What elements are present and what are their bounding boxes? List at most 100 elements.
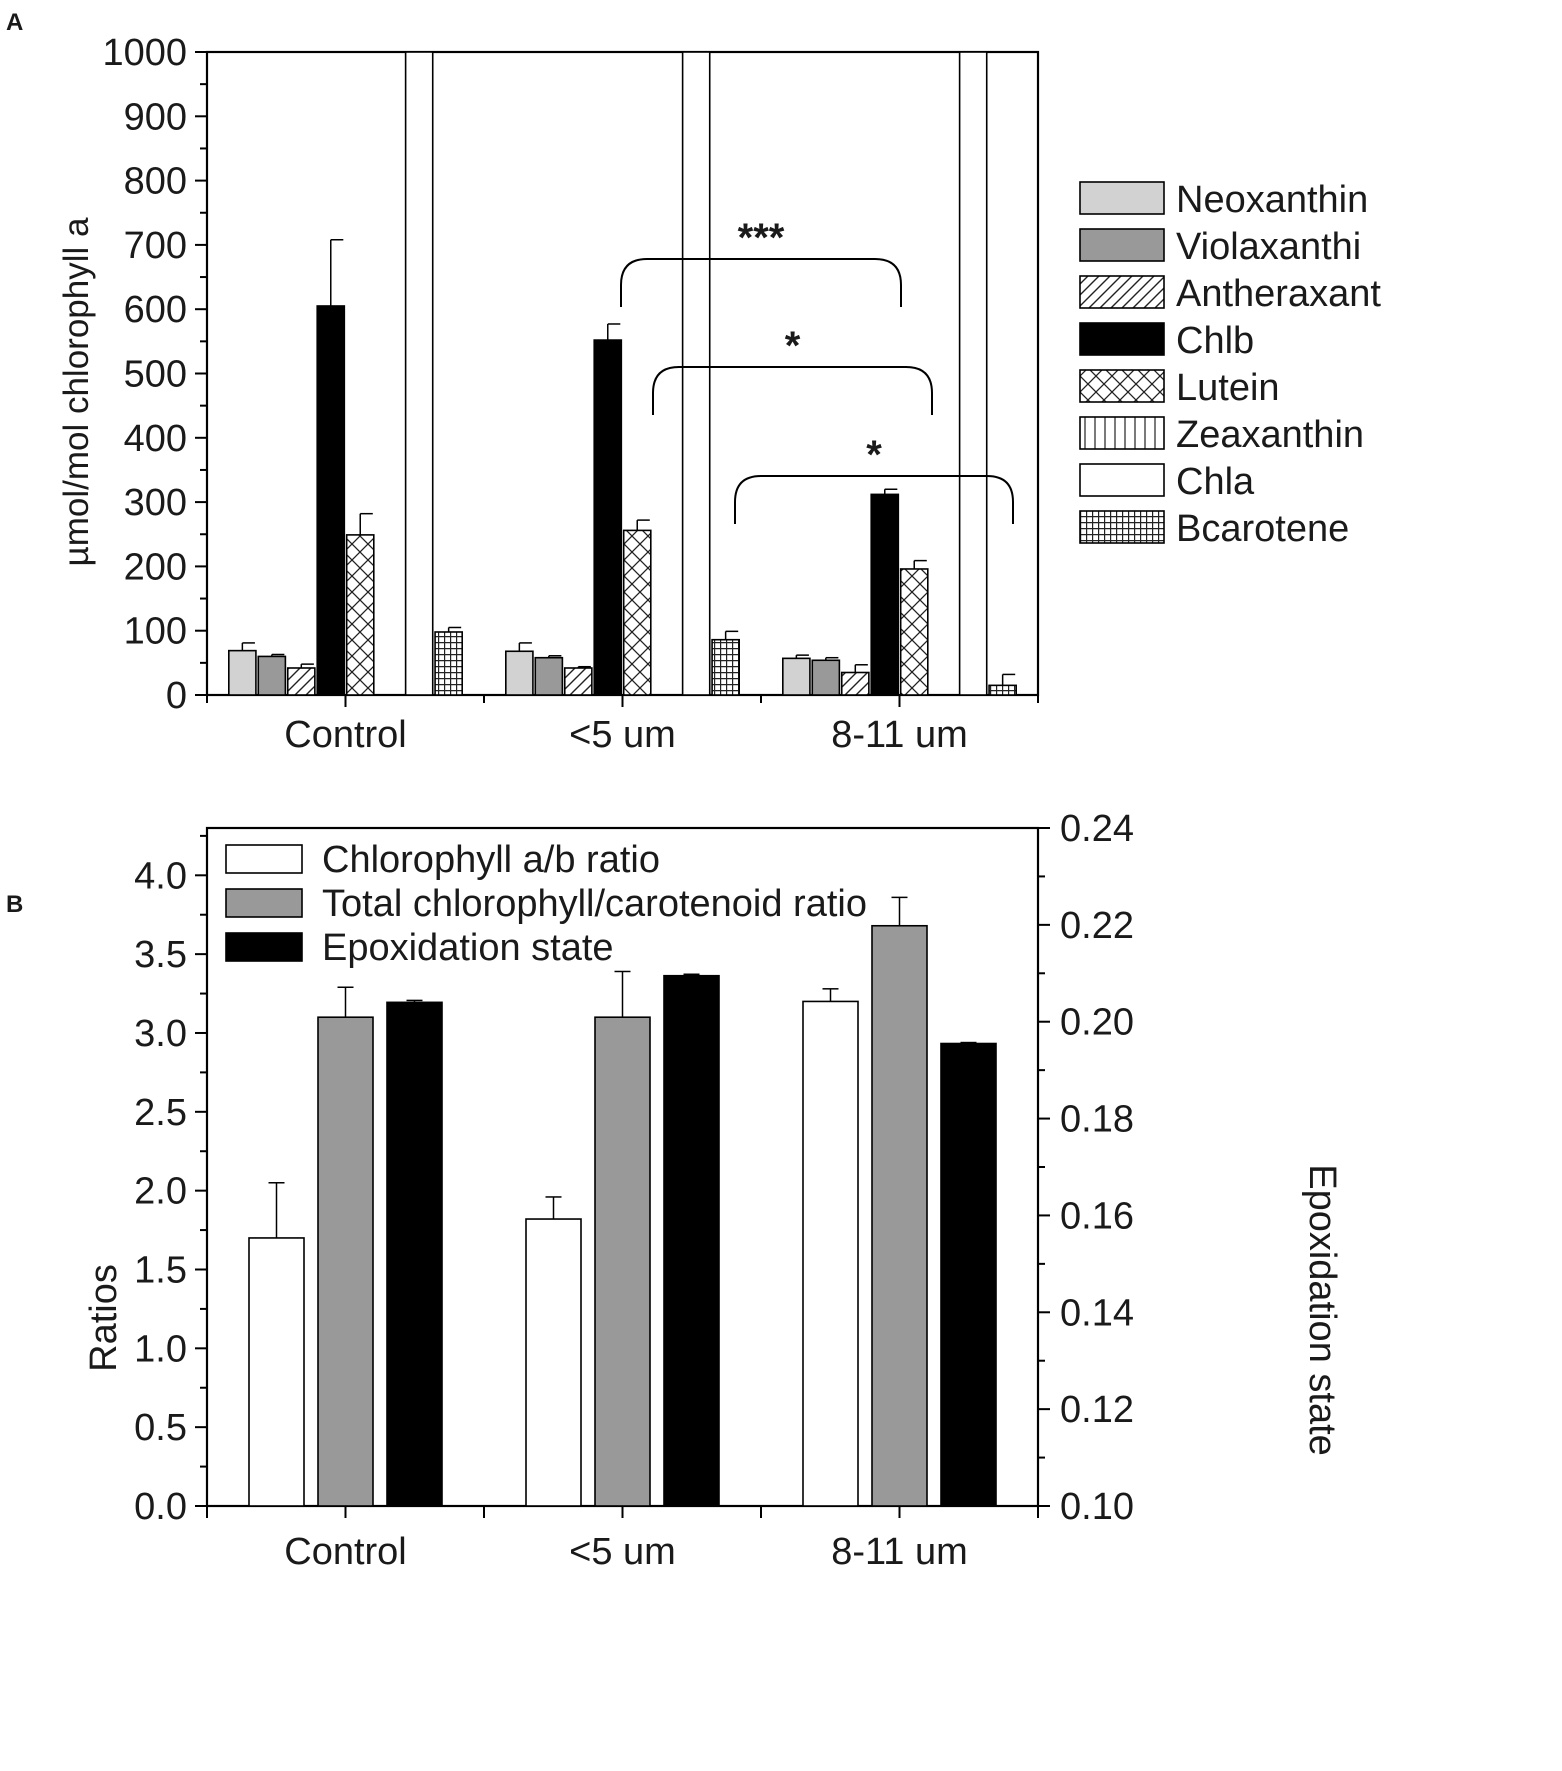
y-tick-label: 1000 [102,32,187,74]
x-category-label: <5 um [569,1531,676,1573]
legend-swatch-violaxanthi [1079,228,1165,262]
bar-epoxidation-state-5-um [663,974,720,1507]
legend-label-neoxanthin: Neoxanthin [1176,179,1368,221]
panel-a-significance: ***** [620,216,1014,524]
y-tick-label: 300 [124,482,187,524]
bar-bcarotene-5-um [711,638,740,696]
panel-b-axes: 0.0 0.5 1.0 1.5 2.0 2.5 3.0 3.5 4.0 0.10 0.12 0.14 0… [134,808,1134,1573]
bar-chla-control [404,51,434,696]
bar-chlorophyll-a-b-ratio-control [248,1237,305,1507]
bar-antheraxant-control [286,667,316,696]
legend-label-chlorophyll-a-b-ratio: Chlorophyll a/b ratio [322,839,660,881]
y-tick-label: 600 [124,289,187,331]
x-category-label: 8-11 um [831,714,968,756]
y-tick-label: 0 [166,675,187,717]
bar-antheraxant-8-11-um [840,671,870,696]
y-tick-label: 4.0 [134,855,187,897]
legend-swatch-antheraxant [1079,275,1165,309]
bar-neoxanthin-8-11-um [782,657,811,696]
legend-label-lutein: Lutein [1176,367,1280,409]
bar-chlb-control [316,305,346,696]
x-category-label: 8-11 um [831,1531,968,1573]
y-tick-label: 1.0 [134,1328,187,1370]
significance-marker: * [785,324,801,368]
y-tick-label: 0.5 [134,1407,187,1449]
legend-label-chla: Chla [1176,461,1255,503]
y-tick-label: 3.5 [134,934,187,976]
significance-bracket [652,366,933,415]
legend-label-zeaxanthin: Zeaxanthin [1176,414,1364,456]
bar-violaxanthi-8-11-um [811,659,841,696]
legend-swatch-chlorophyll-a-b-ratio [225,844,303,874]
legend-label-epoxidation-state: Epoxidation state [322,927,614,969]
bar-neoxanthin-5-um [505,650,534,696]
legend-label-violaxanthi: Violaxanthi [1176,226,1361,268]
y-tick-label: 500 [124,354,187,396]
legend-label-bcarotene: Bcarotene [1176,508,1349,550]
y2-tick-label: 0.22 [1060,905,1134,947]
bar-antheraxant-5-um [563,667,593,696]
bar-chlb-8-11-um [870,493,900,696]
significance-bracket [734,475,1014,524]
y2-tick-label: 0.10 [1060,1486,1134,1528]
panel-a-bars [228,51,1017,696]
y2-tick-label: 0.16 [1060,1195,1134,1237]
legend-swatch-chlb [1079,322,1165,356]
legend-swatch-neoxanthin [1079,181,1165,215]
panel-a-axes: 0 100 200 300 400 500 600 700 800 900 1000 Control <… [102,32,1040,756]
panel-a-y-axis-title: µmol/mol chlorophyll a [57,217,96,566]
bar-chlb-5-um [593,339,623,696]
legend-swatch-bcarotene [1079,510,1165,544]
panel-b-y-axis-title: Ratios [83,1264,125,1372]
legend-label-antheraxant: Antheraxant [1176,273,1381,315]
bar-total-chlorophyll-carotenoid-ratio-8-11-um [871,924,928,1507]
significance-marker: *** [738,216,785,260]
legend-swatch-total-chlorophyll-carotenoid-ratio [225,888,303,918]
y2-tick-label: 0.12 [1060,1389,1134,1431]
x-category-label: <5 um [569,714,676,756]
y-tick-label: 900 [124,96,187,138]
bar-total-chlorophyll-carotenoid-ratio-5-um [594,1016,651,1507]
bar-bcarotene-8-11-um [988,684,1017,696]
y2-tick-label: 0.20 [1060,1002,1134,1044]
bar-total-chlorophyll-carotenoid-ratio-control [317,1016,374,1507]
y2-tick-label: 0.24 [1060,808,1134,850]
y-tick-label: 2.5 [134,1092,187,1134]
bar-violaxanthi-5-um [534,656,564,696]
significance-bracket [620,258,902,307]
legend-swatch-zeaxanthin [1079,416,1165,450]
y-tick-label: 400 [124,418,187,460]
y-tick-label: 1.5 [134,1249,187,1291]
panel-b-y2-axis-title: Epoxidation state [1301,1164,1343,1456]
legend-swatch-epoxidation-state [225,932,303,962]
bar-epoxidation-state-control [386,1001,443,1507]
bar-lutein-control [345,534,375,696]
legend-swatch-lutein [1079,369,1165,403]
y-tick-label: 700 [124,225,187,267]
panel-b: B 0.0 0.5 1.0 1.5 2.0 2.5 3.0 3.5 4.0 0.10 0.12 0.1… [6,808,1343,1573]
panel-a-legend: Neoxanthin Violaxanthi Antheraxant Chlb Lute… [1079,179,1381,550]
y2-tick-label: 0.14 [1060,1292,1134,1334]
y-tick-label: 3.0 [134,1013,187,1055]
panel-a: A 0 100 200 300 400 500 600 700 800 900 1000 Contro… [6,9,1381,756]
panel-b-label: B [6,891,23,918]
y-tick-label: 2.0 [134,1171,187,1213]
bar-lutein-8-11-um [899,568,929,696]
bar-bcarotene-control [434,631,463,696]
bar-chla-5-um [681,51,711,696]
y-tick-label: 200 [124,546,187,588]
panel-b-bars [248,896,997,1507]
legend-swatch-chla [1079,463,1165,497]
y2-tick-label: 0.18 [1060,1099,1134,1141]
bar-chla-8-11-um [958,51,988,696]
legend-label-total-chlorophyll-carotenoid-ratio: Total chlorophyll/carotenoid ratio [322,883,867,925]
bar-neoxanthin-control [228,649,257,696]
x-category-label: Control [284,1531,407,1573]
y-tick-label: 100 [124,611,187,653]
bar-violaxanthi-control [257,655,287,696]
significance-marker: * [866,433,882,477]
bar-chlorophyll-a-b-ratio-8-11-um [802,1000,859,1507]
legend-label-chlb: Chlb [1176,320,1254,362]
